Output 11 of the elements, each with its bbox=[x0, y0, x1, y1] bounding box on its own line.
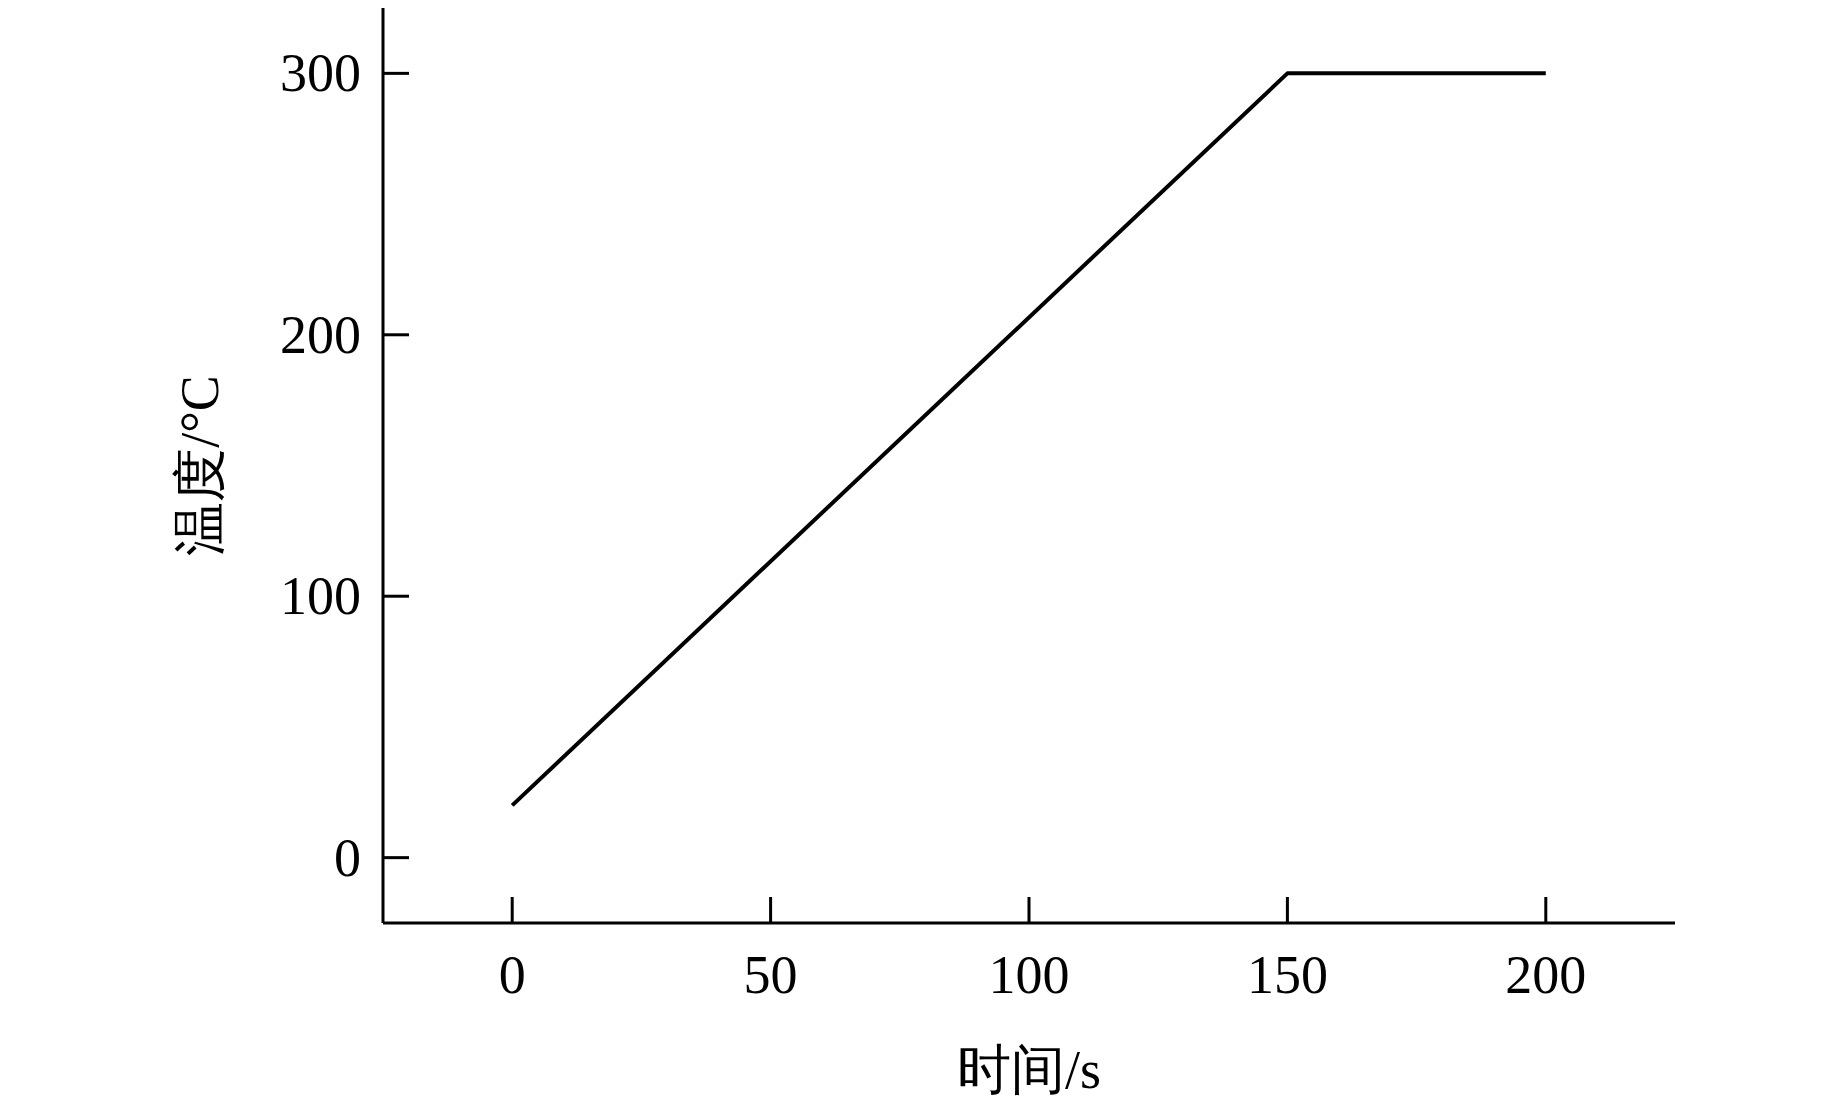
y-tick-label: 100 bbox=[280, 566, 361, 627]
x-axis-title: 时间/s bbox=[956, 1040, 1102, 1100]
y-tick-label: 300 bbox=[280, 43, 361, 104]
y-tick-label: 0 bbox=[334, 827, 361, 888]
x-tick-label: 100 bbox=[988, 945, 1070, 1005]
x-tick-label: 0 bbox=[498, 945, 526, 1005]
y-axis-title: 温度/°C bbox=[170, 375, 230, 556]
y-tick-label: 200 bbox=[280, 304, 361, 365]
x-tick-label: 200 bbox=[1505, 945, 1587, 1005]
x-tick-label: 150 bbox=[1246, 945, 1328, 1005]
x-tick-label: 50 bbox=[743, 945, 798, 1005]
